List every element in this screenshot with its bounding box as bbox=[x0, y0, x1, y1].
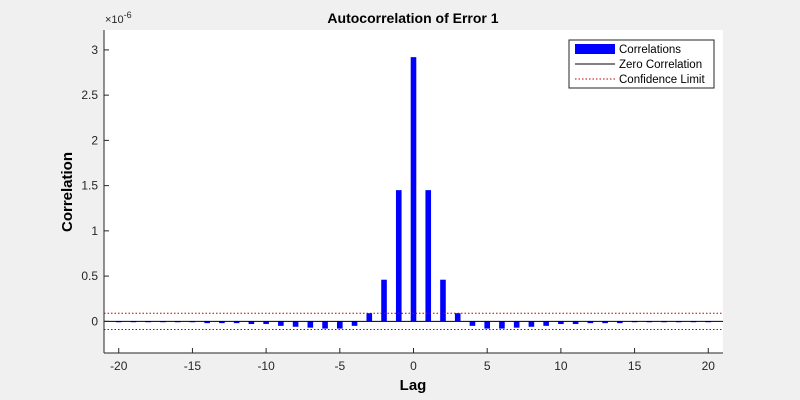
x-axis-label: Lag bbox=[400, 377, 427, 394]
correlation-bar bbox=[499, 321, 505, 329]
correlation-bar bbox=[484, 321, 490, 329]
correlation-bar bbox=[410, 57, 417, 322]
correlation-bar bbox=[572, 321, 579, 325]
legend-label-correlations: Correlations bbox=[619, 44, 681, 56]
correlation-bar bbox=[366, 313, 373, 322]
correlation-bar bbox=[558, 321, 564, 325]
y-axis-label: Correlation bbox=[59, 152, 76, 232]
x-tick-label: -20 bbox=[110, 359, 128, 373]
y-tick-label: 0 bbox=[91, 314, 98, 328]
legend: Correlations Zero Correlation Confidence… bbox=[568, 39, 715, 89]
y-exponent: ×10-6 bbox=[105, 10, 132, 26]
bars-layer bbox=[115, 57, 712, 329]
x-tick-label: 15 bbox=[628, 359, 642, 373]
correlation-bar bbox=[322, 321, 328, 329]
x-tick-label: 5 bbox=[484, 359, 491, 373]
correlation-bar bbox=[440, 279, 446, 322]
correlation-bar bbox=[204, 321, 210, 324]
y-tick-label: 2.5 bbox=[81, 88, 98, 102]
x-tick-label: 10 bbox=[554, 359, 568, 373]
correlation-bar bbox=[248, 321, 255, 325]
correlation-bar bbox=[307, 321, 314, 328]
y-tick-label: 1.5 bbox=[81, 179, 98, 193]
x-tick-label: -5 bbox=[334, 359, 345, 373]
correlation-bar bbox=[395, 190, 402, 322]
correlation-bar bbox=[233, 321, 240, 324]
legend-label-zero-correlation: Zero Correlation bbox=[619, 59, 702, 71]
legend-swatch-correlations bbox=[575, 44, 615, 54]
x-tick-label: 0 bbox=[410, 359, 417, 373]
x-tick-label: 20 bbox=[702, 359, 716, 373]
y-tick-label: 3 bbox=[91, 43, 98, 57]
correlation-bar bbox=[587, 321, 594, 324]
correlation-bar bbox=[425, 190, 432, 322]
correlation-bar bbox=[469, 321, 476, 326]
correlation-bar bbox=[617, 321, 623, 324]
correlation-bar bbox=[513, 321, 520, 328]
correlation-bar bbox=[381, 279, 387, 322]
correlation-bar bbox=[337, 321, 343, 329]
correlation-bar bbox=[454, 313, 461, 322]
correlation-bar bbox=[543, 321, 549, 326]
correlation-bar bbox=[278, 321, 284, 326]
correlation-bar bbox=[602, 321, 608, 324]
y-tick-label: 2 bbox=[91, 133, 98, 147]
y-exponent-power: -6 bbox=[124, 10, 132, 20]
legend-label-confidence-limit: Confidence Limit bbox=[619, 74, 705, 86]
correlation-bar bbox=[528, 321, 535, 327]
y-tick-label: 0.5 bbox=[81, 269, 98, 283]
correlation-bar bbox=[351, 321, 358, 326]
correlation-bar bbox=[263, 321, 269, 325]
x-tick-label: -10 bbox=[257, 359, 275, 373]
correlation-bar bbox=[219, 321, 225, 324]
reference-lines-layer bbox=[104, 312, 723, 330]
ticks-layer: -20 -15 -10 -5 0 5 10 15 20 0 0.5 1 1.5 2 2.5 3 bbox=[81, 43, 715, 373]
correlation-bar bbox=[292, 321, 299, 327]
y-tick-label: 1 bbox=[91, 224, 98, 238]
y-exponent-base: ×10 bbox=[105, 14, 124, 26]
chart-title: Autocorrelation of Error 1 bbox=[327, 10, 498, 26]
x-tick-label: -15 bbox=[184, 359, 202, 373]
